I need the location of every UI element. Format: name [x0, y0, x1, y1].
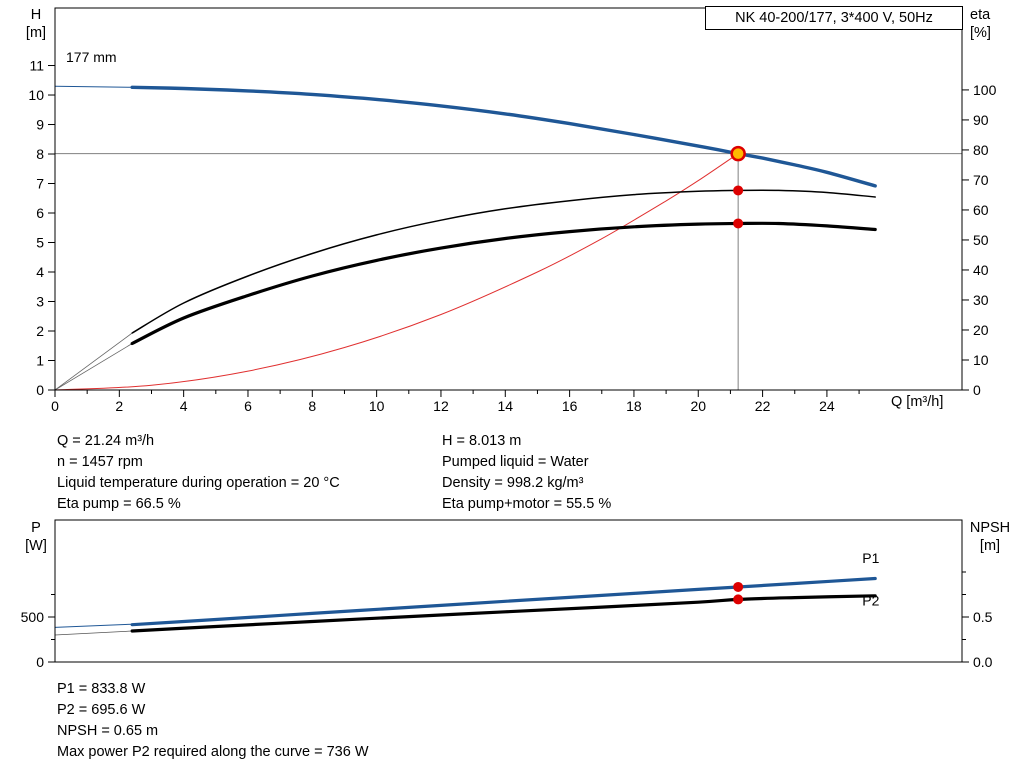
x-tick-label: 18 — [626, 398, 642, 414]
y-left-tick-label: 10 — [28, 87, 44, 103]
x-tick-label: 10 — [369, 398, 385, 414]
duty-point-dot[interactable] — [733, 185, 744, 196]
curve-p1-ext — [54, 623, 133, 628]
duty-point-dot[interactable] — [733, 594, 744, 605]
x-tick-label: 16 — [562, 398, 578, 414]
info-line-max-power: Max power P2 required along the curve = … — [57, 744, 369, 760]
y-left-tick-label: 7 — [36, 176, 44, 192]
x-tick-label: 14 — [497, 398, 513, 414]
y-right-tick-label: 0 — [973, 382, 981, 398]
info-line-q: Q = 21.24 m³/h — [57, 433, 155, 449]
plot-frame — [54, 7, 963, 391]
power-npsh-chart: 0 500 0.0 0.5 P1 P2 — [21, 519, 993, 670]
y-right-tick-label: 50 — [973, 232, 989, 248]
eta-axis-label-unit: [%] — [970, 25, 991, 41]
plot-frame — [54, 519, 963, 663]
y-left-tick-label: 500 — [21, 609, 45, 625]
y-right-tick-label: 30 — [973, 292, 989, 308]
p-axis-label-symbol: P — [31, 520, 41, 536]
curve-eta-pump — [131, 189, 876, 334]
y-right-tick-label: 0.5 — [973, 609, 993, 625]
y-left-tick-label: 6 — [36, 205, 44, 221]
y-left-tick-label: 8 — [36, 146, 44, 162]
npsh-axis-label-symbol: NPSH — [969, 520, 1011, 536]
y-left-tick-label: 1 — [36, 353, 44, 369]
info-line-pumped-liquid: Pumped liquid = Water — [442, 454, 589, 470]
x-tick-label: 6 — [244, 398, 252, 414]
eta-axis-label-symbol: eta — [970, 7, 991, 23]
curve-eta-pump-motor — [130, 221, 877, 346]
y-left-tick-label: 5 — [36, 235, 44, 251]
y-right-tick-label: 0.0 — [973, 654, 993, 670]
x-tick-label: 24 — [819, 398, 835, 414]
info-line-p1: P1 = 833.8 W — [57, 681, 146, 697]
y-right-tick-label: 60 — [973, 202, 989, 218]
pump-title-box: NK 40-200/177, 3*400 V, 50Hz — [705, 6, 963, 30]
impeller-diameter-label: 177 mm — [66, 49, 117, 65]
y-right-tick-label: 20 — [973, 322, 989, 338]
y-left-tick-label: 0 — [36, 654, 44, 670]
p-axis-label-unit: [W] — [25, 538, 47, 554]
duty-info-left: Q = 21.24 m³/h n = 1457 rpm Liquid tempe… — [57, 431, 340, 515]
y-left-tick-label: 3 — [36, 294, 44, 310]
q-axis-label: Q [m³/h] — [891, 394, 944, 410]
info-line-p2: P2 = 695.6 W — [57, 702, 146, 718]
y-right-tick-label: 70 — [973, 172, 989, 188]
power-info: P1 = 833.8 W P2 = 695.6 W NPSH = 0.65 m … — [57, 679, 369, 763]
x-tick-label: 4 — [180, 398, 188, 414]
x-tick-label: 8 — [308, 398, 316, 414]
info-line-speed: n = 1457 rpm — [57, 454, 143, 470]
h-axis-label-unit: [m] — [25, 25, 47, 41]
eta-axis-label: eta [%] — [970, 6, 1014, 42]
curve-duty-parabola — [54, 153, 739, 391]
npsh-axis-label: NPSH [m] — [962, 519, 1018, 555]
curve-qh-177mm — [130, 85, 877, 188]
y-right-tick-label: 80 — [973, 142, 989, 158]
h-axis-label: H [m] — [16, 6, 56, 42]
duty-point-dot[interactable] — [733, 581, 744, 592]
h-axis-label-symbol: H — [30, 7, 42, 23]
info-line-density: Density = 998.2 kg/m³ — [442, 475, 584, 491]
curve-eta-pump-ext — [54, 332, 133, 391]
duty-point-dot[interactable] — [733, 218, 744, 229]
x-tick-label: 20 — [690, 398, 706, 414]
x-tick-label: 22 — [755, 398, 771, 414]
p-axis-label: P [W] — [16, 519, 56, 555]
y-right-tick-label: 10 — [973, 352, 989, 368]
curve-qh-ext — [54, 85, 133, 88]
duty-point-marker[interactable] — [730, 145, 746, 162]
info-line-h: H = 8.013 m — [442, 433, 522, 449]
info-line-liquid-temp: Liquid temperature during operation = 20… — [57, 475, 340, 491]
curve-p2 — [130, 594, 877, 633]
curve-label-p2: P2 — [862, 592, 879, 608]
y-left-tick-label: 11 — [29, 58, 44, 74]
x-tick-label: 12 — [433, 398, 449, 414]
y-left-tick-label: 0 — [36, 382, 44, 398]
npsh-axis-label-unit: [m] — [979, 538, 1001, 554]
hq-eta-chart: 0 2 4 6 8 10 12 14 16 18 20 22 240123456789101101020… — [28, 7, 997, 414]
y-left-tick-label: 4 — [36, 264, 44, 280]
curve-label-p1: P1 — [862, 550, 879, 566]
y-left-tick-label: 2 — [36, 323, 44, 339]
y-right-tick-label: 100 — [973, 82, 997, 98]
curve-eta-pump-motor-ext — [54, 343, 133, 391]
y-left-tick-label: 9 — [36, 117, 44, 133]
y-right-tick-label: 40 — [973, 262, 989, 278]
info-line-npsh: NPSH = 0.65 m — [57, 723, 159, 739]
info-line-eta-pump: Eta pump = 66.5 % — [57, 496, 181, 512]
x-tick-label: 2 — [115, 398, 123, 414]
curve-p1 — [130, 576, 877, 627]
duty-info-right: H = 8.013 m Pumped liquid = Water Densit… — [442, 431, 611, 515]
curve-p2-ext — [54, 630, 133, 636]
x-tick-label: 0 — [51, 398, 59, 414]
y-right-tick-label: 90 — [973, 112, 989, 128]
info-line-eta-pump-motor: Eta pump+motor = 55.5 % — [442, 496, 612, 512]
